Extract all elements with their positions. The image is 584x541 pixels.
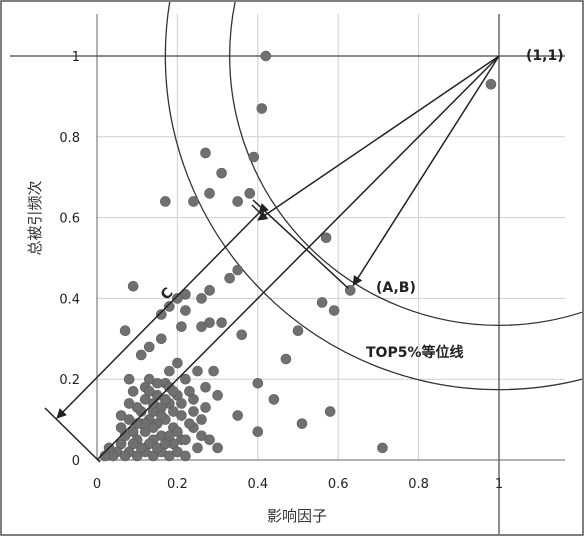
y-tick-label: 0.4 [59,292,80,307]
data-point [168,406,179,417]
data-point [156,410,167,421]
data-point [192,442,203,454]
data-point [115,422,127,433]
data-point [248,151,260,163]
data-point [216,317,227,328]
data-point [143,341,155,353]
tick-labels: 0 0.2 0.4 0.6 0.8 1 0 0.2 0.4 0.6 0.8 1 [59,50,503,492]
data-point [200,147,211,159]
y-axis-title: 总被引频次 [26,180,44,255]
data-point [180,450,191,462]
data-point [196,321,207,332]
corner-point-label: (1,1) [526,48,564,64]
data-point [252,426,264,438]
data-point [232,196,243,207]
data-point [280,353,292,365]
data-point [320,232,332,244]
data-point [236,329,248,341]
data-point [135,349,147,361]
x-tick-label: 0.6 [328,477,349,492]
arrow-to-diagonal [257,55,500,221]
data-point [123,373,135,385]
contour-label: TOP5%等位线 [366,344,463,361]
data-point [123,398,135,409]
data-point [127,280,139,292]
data-point [292,325,304,337]
data-point [164,365,175,377]
data-point [172,426,183,438]
data-point [208,365,219,377]
data-point [200,381,211,393]
data-point [216,167,227,179]
annotation-arrows [44,55,500,463]
data-point [188,196,199,207]
data-point [212,442,223,454]
data-point [156,309,167,320]
data-point [115,410,127,421]
data-point [188,394,199,405]
data-point [127,438,139,450]
data-point [252,377,264,389]
data-point [200,402,211,413]
data-point [204,285,215,296]
data-point [119,325,131,337]
x-axis-title: 影响因子 [267,507,327,525]
data-point [212,390,223,401]
data-point [184,418,195,429]
data-point [204,188,215,199]
data-point [296,418,308,429]
data-point [119,450,131,462]
data-point [224,272,235,284]
data-point [180,305,191,316]
dimension-extension-lower [44,407,101,463]
x-tick-label: 0.2 [167,477,188,492]
data-point [324,406,336,417]
y-tick-label: 0.2 [59,373,80,388]
contour-lines [164,2,582,391]
data-point [196,414,207,425]
x-tick-label: 1 [495,477,503,492]
data-point [260,50,272,62]
y-tick-label: 1 [72,50,80,65]
dimension-extension-upper [251,204,265,218]
data-point [192,365,203,377]
data-point [232,264,243,276]
data-point [316,297,328,308]
axes [10,14,565,534]
data-point [156,333,167,345]
data-point [256,103,268,114]
data-point [180,434,191,446]
arrow-to-point [352,55,500,287]
data-point [176,321,187,332]
data-point [196,293,207,304]
y-tick-label: 0 [72,454,80,469]
contour-circle [164,2,582,391]
data-point [268,394,280,405]
data-point [160,196,171,207]
data-point [172,357,183,369]
x-tick-label: 0.8 [408,477,429,492]
data-point [196,430,207,442]
data-point [147,422,159,433]
data-point [485,78,497,90]
data-point [176,398,187,409]
distance-arrow [56,203,269,419]
contour-circle [229,2,582,326]
y-tick-label: 0.8 [59,131,80,146]
data-point [143,386,155,397]
y-tick-label: 0.6 [59,212,80,227]
x-tick-label: 0.4 [247,477,268,492]
data-point [127,386,139,397]
labeled-point-label: (A,B) [376,280,416,296]
data-point [244,188,256,199]
data-point [377,442,388,454]
data-point [232,410,243,421]
x-tick-label: 0 [93,477,101,492]
data-point [328,305,340,316]
data-point [188,406,199,417]
